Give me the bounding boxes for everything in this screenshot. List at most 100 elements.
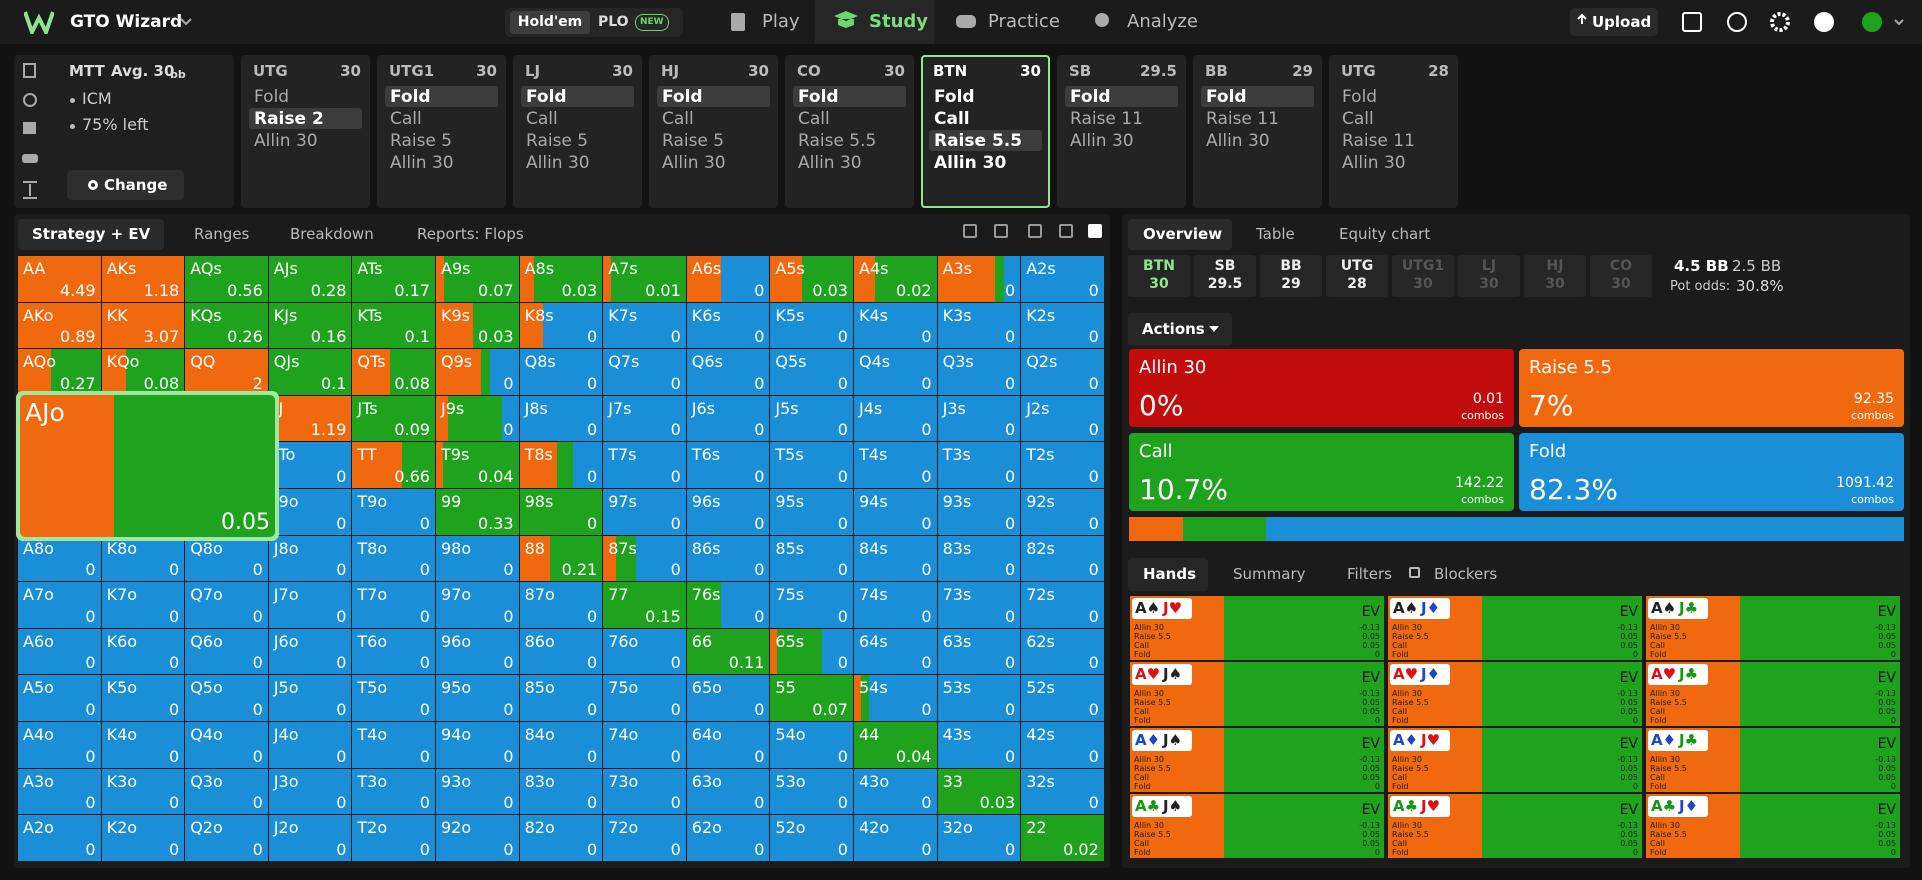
hand-card[interactable]: A♦ J♠ EV Allin 30 -0.13 Raise 5.5 0.05 Call 0.05… — [1130, 728, 1384, 792]
position-action[interactable]: Fold — [934, 87, 975, 107]
hand-cell[interactable]: JTs 0.09 — [352, 395, 435, 442]
position-action[interactable]: Call — [798, 109, 830, 129]
hand-cell[interactable]: 85s 0 — [770, 535, 853, 582]
brand[interactable]: GTO Wizard — [70, 12, 183, 32]
hand-cell[interactable]: Q7s 0 — [603, 349, 686, 395]
hand-cell[interactable]: Q4o 0 — [185, 722, 268, 768]
hand-cell[interactable]: A3s 0 — [937, 256, 1021, 302]
hand-cell[interactable]: 53o 0 — [770, 768, 853, 815]
strategy-tab[interactable]: Ranges — [194, 225, 250, 243]
hand-cell[interactable]: Q6s 0 — [686, 349, 770, 395]
overview-tab[interactable]: Overview — [1143, 225, 1223, 243]
hand-cell[interactable]: 22 0.02 — [1021, 815, 1104, 861]
nav-item[interactable]: Study — [869, 11, 929, 32]
hand-cell[interactable]: KQs 0.26 — [185, 302, 268, 349]
hand-cell[interactable]: A5s 0.03 — [770, 256, 853, 302]
hand-cell[interactable]: AKs 1.18 — [101, 256, 185, 302]
hand-cell[interactable]: 93s 0 — [937, 489, 1021, 535]
hand-cell[interactable]: 42o 0 — [854, 815, 937, 861]
hand-cell[interactable]: KQo 0.08 — [101, 349, 185, 395]
view-toggle[interactable] — [1059, 224, 1073, 238]
hand-cell[interactable]: T4o 0 — [352, 722, 435, 768]
hand-card[interactable]: A♠ J♦ EV Allin 30 -0.13 Raise 5.5 0.05 Call 0.05… — [1388, 596, 1642, 660]
upload-label[interactable]: Upload — [1592, 13, 1652, 31]
hand-cell[interactable]: 96s 0 — [686, 489, 770, 535]
hand-cell[interactable]: K5s 0 — [770, 302, 853, 349]
hand-cell[interactable]: 74s 0 — [854, 582, 937, 628]
hand-cell[interactable]: Q2s 0 — [1021, 349, 1104, 395]
hand-cell[interactable]: A9s 0.07 — [436, 256, 519, 302]
hand-cell[interactable]: K7o 0 — [101, 582, 185, 628]
hand-card[interactable]: A♣ J♥ EV Allin 30 -0.13 Raise 5.5 0.05 Call 0.05… — [1388, 794, 1642, 858]
hand-cell[interactable]: Q2o 0 — [185, 815, 268, 861]
hand-cell[interactable]: 66 0.11 — [686, 628, 770, 675]
hand-cell[interactable]: 52o 0 — [770, 815, 853, 861]
position-action[interactable]: Allin 30 — [1070, 131, 1134, 151]
hand-cell[interactable]: K3o 0 — [101, 768, 185, 815]
hands-tab[interactable]: Blockers — [1434, 565, 1498, 583]
hand-cell[interactable]: T6o 0 — [352, 628, 435, 675]
hand-cell[interactable]: QJs 0.1 — [268, 349, 352, 395]
position-action[interactable]: Raise 5 — [526, 131, 589, 151]
position-card[interactable] — [785, 55, 914, 208]
hand-cell[interactable]: J7s 0 — [603, 395, 686, 442]
hand-cell[interactable]: 33 0.03 — [937, 768, 1021, 815]
hand-cell[interactable]: Q5s 0 — [770, 349, 853, 395]
hand-cell[interactable]: Q4s 0 — [854, 349, 937, 395]
hand-cell[interactable]: 84s 0 — [854, 535, 937, 582]
account-icon[interactable] — [1814, 12, 1834, 32]
hand-cell[interactable]: Q6o 0 — [185, 628, 268, 675]
position-card[interactable] — [241, 55, 370, 208]
hand-cell[interactable]: T6s 0 — [686, 442, 770, 488]
hand-cell[interactable]: A8s 0.03 — [519, 256, 603, 302]
hand-cell[interactable]: J4s 0 — [854, 395, 937, 442]
position-action[interactable]: Call — [526, 109, 558, 129]
hand-card[interactable]: A♦ J♣ EV Allin 30 -0.13 Raise 5.5 0.05 Call 0.05… — [1646, 728, 1900, 792]
hand-cell[interactable]: 52s 0 — [1021, 675, 1104, 721]
position-action[interactable]: Raise 11 — [1342, 131, 1415, 151]
hands-tab[interactable]: Hands — [1143, 565, 1197, 583]
hand-cell[interactable]: 75o 0 — [603, 675, 686, 721]
hand-cell[interactable]: 86s 0 — [686, 535, 770, 582]
hand-cell[interactable]: 42s 0 — [1021, 722, 1104, 768]
hand-cell[interactable]: J3o 0 — [268, 768, 352, 815]
hand-cell[interactable]: T7s 0 — [603, 442, 686, 488]
hand-cell[interactable]: TT 0.66 — [352, 442, 435, 488]
position-action[interactable]: Call — [934, 109, 970, 129]
hand-cell[interactable]: K7s 0 — [603, 302, 686, 349]
hand-cell[interactable]: T5o 0 — [352, 675, 435, 721]
hand-cell[interactable]: 73s 0 — [937, 582, 1021, 628]
hand-card[interactable]: A♥ J♣ EV Allin 30 -0.13 Raise 5.5 0.05 Call 0.05… — [1646, 662, 1900, 726]
hand-cell[interactable]: 94o 0 — [436, 722, 519, 768]
hand-cell[interactable]: T3s 0 — [937, 442, 1021, 488]
hand-cell[interactable]: 88 0.21 — [519, 535, 603, 582]
hand-cell[interactable]: 92o 0 — [436, 815, 519, 861]
hand-cell[interactable]: T9o 0 — [352, 489, 435, 535]
screenshot-icon[interactable] — [1682, 12, 1702, 32]
hand-cell[interactable]: K3s 0 — [937, 302, 1021, 349]
hand-cell[interactable]: T2o 0 — [352, 815, 435, 861]
hand-cell[interactable]: Q5o 0 — [185, 675, 268, 721]
hand-cell[interactable]: J2s 0 — [1021, 395, 1104, 442]
position-action[interactable]: Raise 11 — [1070, 109, 1143, 129]
hand-cell[interactable]: J9o 0 — [268, 489, 352, 535]
view-toggle[interactable] — [1088, 224, 1102, 238]
hand-card[interactable]: A♣ J♠ EV Allin 30 -0.13 Raise 5.5 0.05 Call 0.05… — [1130, 794, 1384, 858]
hand-cell[interactable]: 92s 0 — [1021, 489, 1104, 535]
hand-cell[interactable]: 98s 0 — [519, 489, 603, 535]
hand-cell[interactable]: A6s 0 — [686, 256, 770, 302]
hand-cell[interactable]: 75s 0 — [770, 582, 853, 628]
hand-cell[interactable]: K2s 0 — [1021, 302, 1104, 349]
position-action[interactable]: Fold — [798, 87, 839, 107]
hand-cell[interactable]: A4o 0 — [18, 722, 101, 768]
hand-cell[interactable]: 99 0.33 — [436, 489, 519, 535]
hand-cell[interactable]: QTs 0.08 — [352, 349, 435, 395]
nav-item[interactable]: Play — [762, 11, 800, 32]
nav-item[interactable]: Practice — [988, 11, 1060, 32]
hand-cell[interactable]: A2o 0 — [18, 815, 101, 861]
hand-cell[interactable]: 85o 0 — [519, 675, 603, 721]
position-action[interactable]: Allin 30 — [798, 153, 862, 173]
position-action[interactable]: Call — [1342, 109, 1374, 129]
hand-cell[interactable]: J5o 0 — [268, 675, 352, 721]
hand-cell[interactable]: K8o 0 — [101, 535, 185, 582]
